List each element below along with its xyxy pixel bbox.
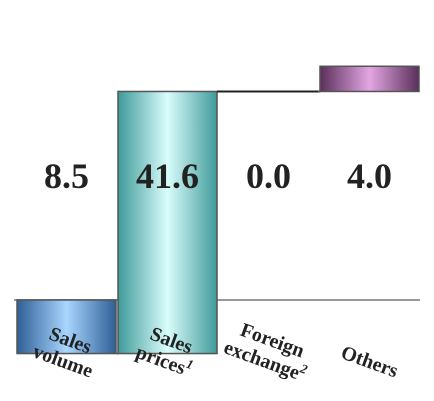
bar-1 — [117, 90, 218, 355]
bar-3 — [319, 65, 420, 93]
category-label-2: Foreignexchange2 — [221, 316, 317, 387]
category-label-3: Others — [338, 342, 401, 383]
bar-0 — [16, 299, 117, 355]
value-label-0: 8.5 — [44, 156, 89, 196]
value-label-1: 41.6 — [136, 156, 199, 196]
value-label-2: 0.0 — [246, 156, 291, 196]
value-label-3: 4.0 — [347, 156, 392, 196]
